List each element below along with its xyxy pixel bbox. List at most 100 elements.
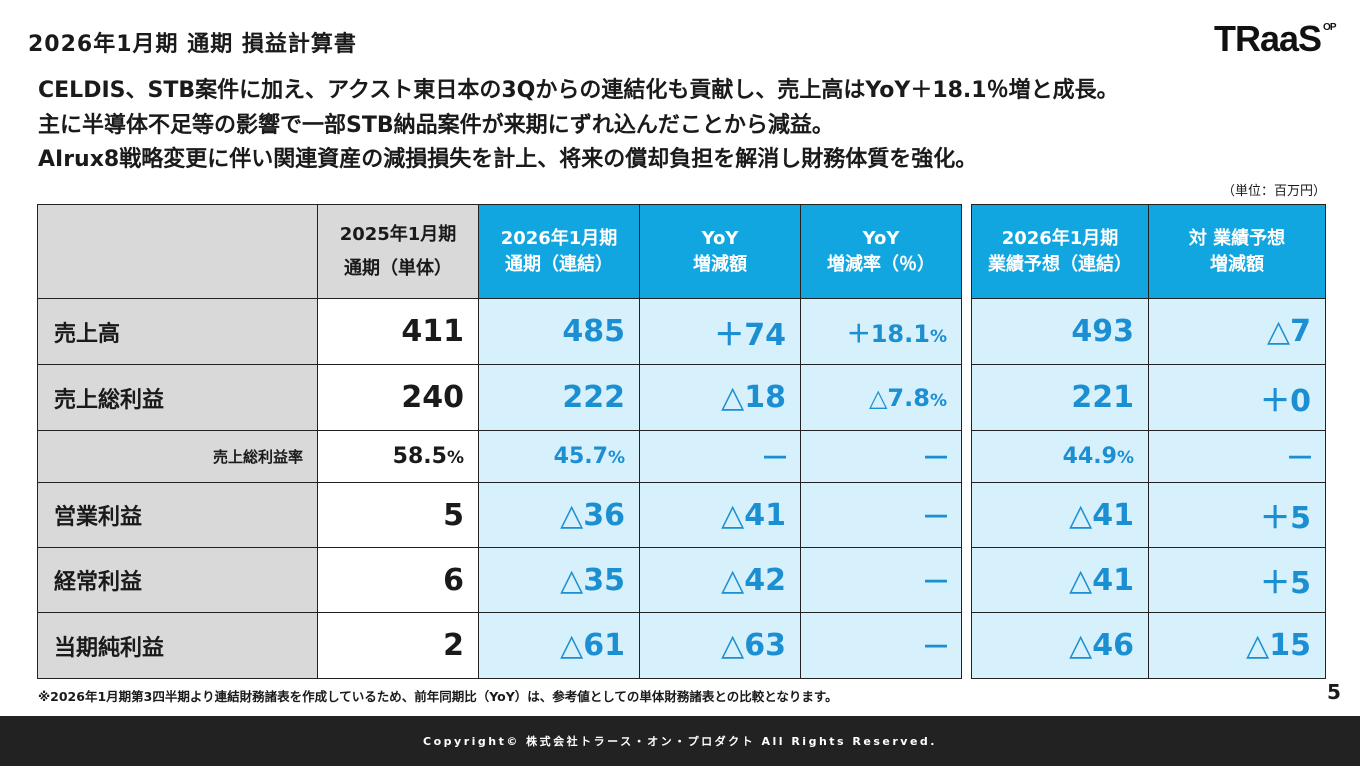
page-number: 5 (1327, 680, 1341, 704)
summary-line: CELDIS、STB案件に加え、アクスト東日本の3Qからの連結化も貢献し、売上高… (38, 78, 1119, 103)
header-text: YoY (701, 227, 739, 249)
header-text: 増減額 (693, 253, 747, 275)
table-row: 493 △7 (971, 298, 1326, 365)
page-title: 2026年1月期 通期 損益計算書 (28, 32, 357, 57)
table-header-row: 2026年1月期 業績予想（連結） 対 業績予想 増減額 (971, 204, 1326, 299)
curr-value: △35 (478, 547, 640, 613)
header-text: 通期（単体） (344, 257, 452, 279)
forecast-value: 44.9% (971, 430, 1149, 483)
yoy-rate-value: △7.8% (800, 364, 962, 431)
table-row: 売上総利益 240 222 △18 △7.8% (37, 364, 962, 431)
value-text: △7.8 (868, 383, 930, 412)
header-prev-period: 2025年1月期 通期（単体） (317, 204, 479, 299)
row-label: 売上高 (37, 298, 318, 365)
curr-value: △61 (478, 612, 640, 679)
percent-unit: % (607, 448, 625, 468)
header-text: 2026年1月期 (500, 227, 618, 249)
footer-bar (0, 716, 1360, 766)
header-text: 通期（連結） (505, 253, 613, 275)
yoy-rate-value: ― (800, 430, 962, 483)
yoy-rate-value: ― (800, 612, 962, 679)
vs-forecast-value: ― (1148, 430, 1326, 483)
header-text: 業績予想（連結） (988, 253, 1132, 275)
logo-superscript: OP (1323, 22, 1336, 33)
yoy-amount-value: △18 (639, 364, 801, 431)
forecast-value: 493 (971, 298, 1149, 365)
prev-value: 5 (317, 482, 479, 548)
table-row: 営業利益 5 △36 △41 ― (37, 482, 962, 548)
table-row: △41 ＋5 (971, 547, 1326, 613)
table-row: 当期純利益 2 △61 △63 ― (37, 612, 962, 679)
vs-forecast-value: △7 (1148, 298, 1326, 365)
table-row: 221 ＋0 (971, 364, 1326, 431)
table-row: △46 △15 (971, 612, 1326, 679)
header-vs-forecast: 対 業績予想 増減額 (1148, 204, 1326, 299)
percent-unit: % (446, 448, 464, 468)
table-header-row: 2025年1月期 通期（単体） 2026年1月期 通期（連結） YoY 増減額 YoY… (37, 204, 962, 299)
percent-unit: % (1116, 448, 1134, 468)
income-statement-table: 2025年1月期 通期（単体） 2026年1月期 通期（連結） YoY 増減額 YoY… (37, 204, 962, 679)
forecast-value: △41 (971, 482, 1149, 548)
header-text: 2025年1月期 (339, 223, 457, 245)
vs-forecast-value: ＋0 (1148, 364, 1326, 431)
prev-value: 58.5% (317, 430, 479, 483)
row-label: 営業利益 (37, 482, 318, 548)
header-text: YoY (862, 227, 900, 249)
forecast-table: 2026年1月期 業績予想（連結） 対 業績予想 増減額 493 △7 221 ＋0… (971, 204, 1326, 679)
yoy-amount-value: ＋74 (639, 298, 801, 365)
curr-value: 222 (478, 364, 640, 431)
header-curr-period: 2026年1月期 通期（連結） (478, 204, 640, 299)
vs-forecast-value: △15 (1148, 612, 1326, 679)
value-text: 45.7 (553, 444, 608, 469)
yoy-amount-value: △42 (639, 547, 801, 613)
header-text: 2026年1月期 (1001, 227, 1119, 249)
header-yoy-amount: YoY 増減額 (639, 204, 801, 299)
header-yoy-rate: YoY 増減率（％） (800, 204, 962, 299)
curr-value: 485 (478, 298, 640, 365)
unit-label: （単位：百万円） (1222, 184, 1327, 199)
value-text: 58.5 (392, 444, 447, 469)
logo-text: TRaaS (1214, 18, 1322, 59)
header-text: 増減額 (1210, 253, 1264, 275)
summary-line: 主に半導体不足等の影響で一部STB納品案件が来期にずれ込んだことから減益。 (38, 112, 834, 138)
summary-line: AIrux8戦略変更に伴い関連資産の減損損失を計上、将来の償却負担を解消し財務体… (38, 147, 978, 172)
yoy-amount-value: ― (639, 430, 801, 483)
row-label: 売上総利益率 (37, 430, 318, 483)
value-text: 44.9 (1062, 444, 1117, 469)
row-label: 売上総利益 (37, 364, 318, 431)
vs-forecast-value: ＋5 (1148, 482, 1326, 548)
row-label: 経常利益 (37, 547, 318, 613)
table-row: △41 ＋5 (971, 482, 1326, 548)
row-label: 当期純利益 (37, 612, 318, 679)
yoy-rate-value: ― (800, 482, 962, 548)
header-text: 対 業績予想 (1188, 227, 1286, 249)
header-forecast: 2026年1月期 業績予想（連結） (971, 204, 1149, 299)
yoy-rate-value: ― (800, 547, 962, 613)
yoy-amount-value: △41 (639, 482, 801, 548)
value-text: ＋18.1 (846, 320, 930, 348)
curr-value: 45.7% (478, 430, 640, 483)
table-row: 売上総利益率 58.5% 45.7% ― ― (37, 430, 962, 483)
yoy-amount-value: △63 (639, 612, 801, 679)
prev-value: 240 (317, 364, 479, 431)
curr-value: △36 (478, 482, 640, 548)
forecast-value: △41 (971, 547, 1149, 613)
table-row: 44.9% ― (971, 430, 1326, 483)
company-logo: TRaaS OP (1214, 18, 1337, 60)
prev-value: 2 (317, 612, 479, 679)
percent-unit: % (929, 390, 947, 411)
summary-text: CELDIS、STB案件に加え、アクスト東日本の3Qからの連結化も貢献し、売上高… (38, 74, 1119, 178)
prev-value: 6 (317, 547, 479, 613)
table-row: 経常利益 6 △35 △42 ― (37, 547, 962, 613)
copyright-text: Copyright© 株式会社トラース・オン・プロダクト All Rights … (423, 735, 937, 748)
table-row: 売上高 411 485 ＋74 ＋18.1% (37, 298, 962, 365)
yoy-rate-value: ＋18.1% (800, 298, 962, 365)
forecast-value: 221 (971, 364, 1149, 431)
prev-value: 411 (317, 298, 479, 365)
footnote: ※2026年1月期第3四半期より連結財務諸表を作成しているため、前年同期比（Yo… (38, 689, 838, 704)
forecast-value: △46 (971, 612, 1149, 679)
vs-forecast-value: ＋5 (1148, 547, 1326, 613)
header-text: 増減率（％） (827, 253, 935, 275)
header-empty-cell (37, 204, 318, 299)
percent-unit: % (929, 327, 947, 347)
